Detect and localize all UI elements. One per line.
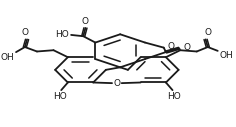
Text: HO: HO (55, 30, 68, 39)
Text: O: O (82, 17, 89, 26)
Text: O: O (113, 79, 120, 88)
Text: HO: HO (167, 92, 181, 101)
Text: O: O (167, 43, 174, 51)
Text: O: O (21, 28, 28, 37)
Text: HO: HO (53, 92, 67, 101)
Text: O: O (183, 43, 190, 52)
Text: O: O (204, 28, 211, 37)
Text: OH: OH (0, 53, 14, 62)
Text: OH: OH (220, 51, 234, 60)
